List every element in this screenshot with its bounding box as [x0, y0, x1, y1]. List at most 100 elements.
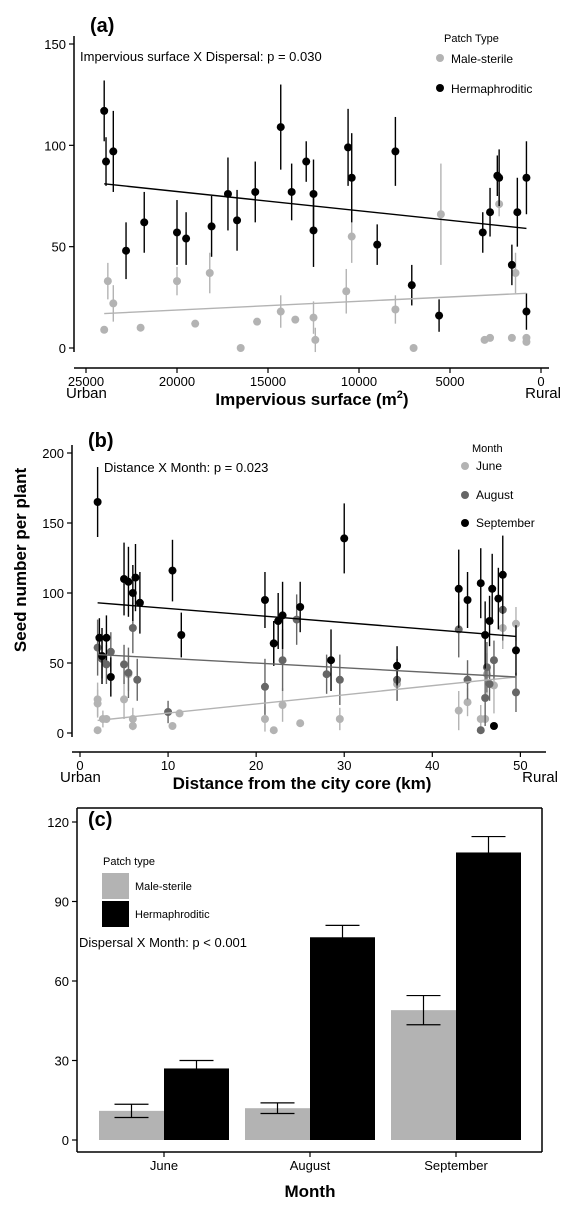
data-point	[347, 173, 356, 182]
y-tick-label: 0	[57, 726, 64, 741]
data-point	[463, 596, 472, 604]
panel-label: (c)	[88, 809, 112, 831]
data-point	[340, 534, 349, 543]
data-point	[302, 157, 311, 166]
data-point	[322, 670, 331, 679]
data-point	[269, 639, 278, 648]
x-axis-label-superscript: 2	[397, 389, 403, 401]
y-tick-label: 30	[55, 1054, 69, 1069]
data-point	[391, 147, 400, 156]
data-point	[135, 598, 144, 607]
data-point	[260, 715, 269, 723]
data-point	[507, 333, 516, 342]
y-tick-label: 120	[47, 815, 69, 830]
data-point	[478, 228, 487, 237]
data-point	[463, 698, 472, 707]
trend-line	[104, 183, 527, 230]
legend-title: Patch Type	[444, 33, 499, 45]
y-axis-label: Seed number per plant	[11, 468, 30, 653]
x-end-label-urban: Urban	[66, 385, 107, 402]
x-end-label-rural: Rural	[525, 385, 561, 402]
y-tick-label: 150	[42, 516, 64, 531]
data-point	[522, 307, 531, 316]
data-point	[342, 287, 351, 296]
x-tick-label: 50	[513, 758, 527, 773]
data-point	[133, 675, 142, 684]
bar	[391, 1010, 456, 1140]
data-point	[278, 701, 287, 709]
data-point	[100, 106, 109, 115]
y-tick-label: 150	[44, 37, 66, 52]
x-tick-label: 5000	[436, 374, 465, 389]
data-point	[106, 647, 115, 656]
data-point	[296, 603, 305, 611]
x-tick-label: 20000	[159, 374, 195, 389]
data-point	[454, 584, 463, 593]
x-tick-label: 15000	[250, 374, 286, 389]
stat-annotation: Dispersal X Month: p < 0.001	[79, 935, 247, 950]
data-point	[109, 147, 118, 156]
data-point	[511, 269, 520, 278]
data-point	[513, 208, 522, 217]
data-point	[173, 228, 181, 237]
legend-label-june: June	[476, 459, 502, 473]
data-point	[436, 210, 445, 219]
panel-label: (a)	[90, 15, 114, 37]
data-point	[122, 246, 131, 255]
data-point	[102, 157, 111, 166]
y-tick-label: 50	[52, 240, 66, 255]
x-tick-label: 10000	[341, 374, 377, 389]
data-point	[511, 688, 520, 697]
data-point	[494, 594, 503, 603]
data-point	[511, 646, 520, 655]
legend-label-male-sterile: Male-sterile	[135, 881, 192, 893]
x-tick-label: 30	[337, 758, 351, 773]
data-point	[335, 715, 344, 723]
x-end-label-urban: Urban	[60, 769, 101, 786]
data-point	[182, 234, 191, 243]
data-point	[168, 566, 177, 575]
data-point	[207, 222, 216, 231]
data-point	[260, 596, 269, 604]
data-point	[93, 498, 102, 506]
x-tick-label: August	[290, 1158, 331, 1173]
y-tick-label: 50	[50, 656, 64, 671]
data-point	[276, 123, 285, 132]
legend-title: Patch type	[103, 856, 155, 868]
data-point	[124, 668, 133, 677]
data-point	[131, 573, 140, 582]
x-tick-label: June	[150, 1158, 178, 1173]
panel-b: 0 50 100 150 200 0 10 20 30 40 50 Urban Rural (b) Dist…	[42, 430, 558, 793]
data-point	[481, 694, 490, 702]
x-axis-label: Distance from the city core (km)	[173, 774, 432, 793]
data-point	[276, 307, 285, 316]
x-axis-label-close: )	[403, 390, 409, 409]
data-point	[435, 311, 444, 320]
data-point	[93, 643, 102, 652]
data-point	[296, 719, 305, 728]
data-point	[454, 706, 463, 715]
data-point	[488, 584, 497, 593]
data-point	[269, 726, 278, 735]
data-point	[287, 187, 296, 196]
legend-swatch-male-sterile	[102, 873, 129, 899]
data-point	[173, 277, 181, 286]
data-point	[291, 315, 300, 324]
x-end-label-rural: Rural	[522, 769, 558, 786]
data-point	[251, 187, 260, 196]
y-tick-label: 0	[59, 341, 66, 356]
legend-marker-june	[461, 462, 469, 470]
data-point	[486, 333, 495, 342]
data-point	[311, 335, 320, 344]
data-point	[347, 232, 356, 241]
data-point	[233, 216, 242, 225]
data-point	[476, 579, 485, 588]
data-point	[522, 173, 531, 182]
data-point	[373, 240, 382, 249]
data-point	[522, 337, 531, 346]
stat-annotation: Distance X Month: p = 0.023	[104, 460, 268, 475]
trend-line	[97, 676, 517, 722]
x-tick-label: 0	[537, 374, 544, 389]
data-point	[120, 695, 129, 704]
